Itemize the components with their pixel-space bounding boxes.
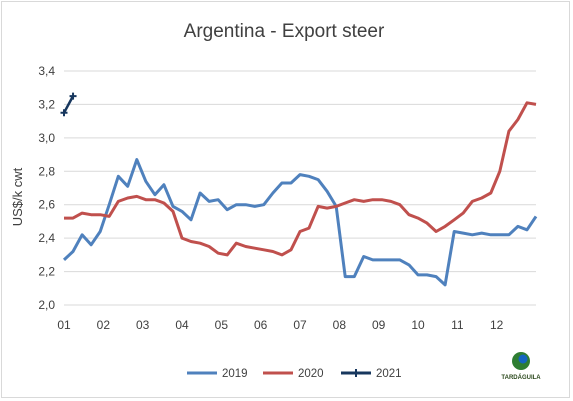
logo-text: TARDÁGUILA	[501, 374, 541, 381]
legend: 2019 2020 2021	[187, 368, 402, 380]
x-tick-label: 08	[333, 318, 347, 332]
x-tick-label: 09	[372, 318, 386, 332]
logo: TARDÁGUILA	[501, 352, 541, 381]
y-tick-label: 3,0	[38, 131, 55, 145]
series-marker	[60, 109, 68, 117]
y-tick-label: 2,8	[38, 164, 55, 178]
x-axis-ticks: 01 02 03 04 05 06 07 08 09 10 11 12	[57, 318, 503, 332]
series-line-2019	[62, 158, 538, 287]
series-lines	[60, 92, 538, 287]
y-axis-label: US$/k cwt	[10, 167, 25, 226]
x-tick-label: 10	[411, 318, 425, 332]
globe-highlight	[518, 354, 528, 364]
x-tick-label: 07	[293, 318, 307, 332]
y-tick-label: 2,6	[38, 198, 55, 212]
series-line-2021	[62, 95, 75, 114]
x-tick-label: 05	[215, 318, 229, 332]
x-tick-label: 11	[451, 318, 464, 332]
y-tick-label: 3,2	[38, 97, 55, 111]
y-tick-label: 2,0	[38, 298, 55, 312]
x-tick-label: 12	[490, 318, 504, 332]
y-tick-label: 2,2	[38, 265, 55, 279]
series-line-2020	[64, 101, 537, 257]
legend-label: 2021	[376, 368, 402, 380]
y-tick-label: 2,4	[38, 231, 55, 245]
legend-marker	[352, 369, 360, 377]
y-axis-ticks: 2,0 2,2 2,4 2,6 2,8 3,0 3,2 3,4	[38, 64, 55, 312]
series-marker	[69, 92, 77, 100]
chart-title: Argentina - Export steer	[184, 21, 385, 42]
legend-label: 2020	[298, 368, 324, 380]
legend-label: 2019	[222, 368, 248, 380]
x-tick-label: 04	[175, 318, 189, 332]
x-tick-label: 02	[97, 318, 111, 332]
x-tick-label: 06	[254, 318, 268, 332]
x-tick-label: 03	[136, 318, 150, 332]
x-tick-label: 01	[57, 318, 71, 332]
gridlines	[64, 70, 536, 306]
y-tick-label: 3,4	[38, 64, 55, 78]
